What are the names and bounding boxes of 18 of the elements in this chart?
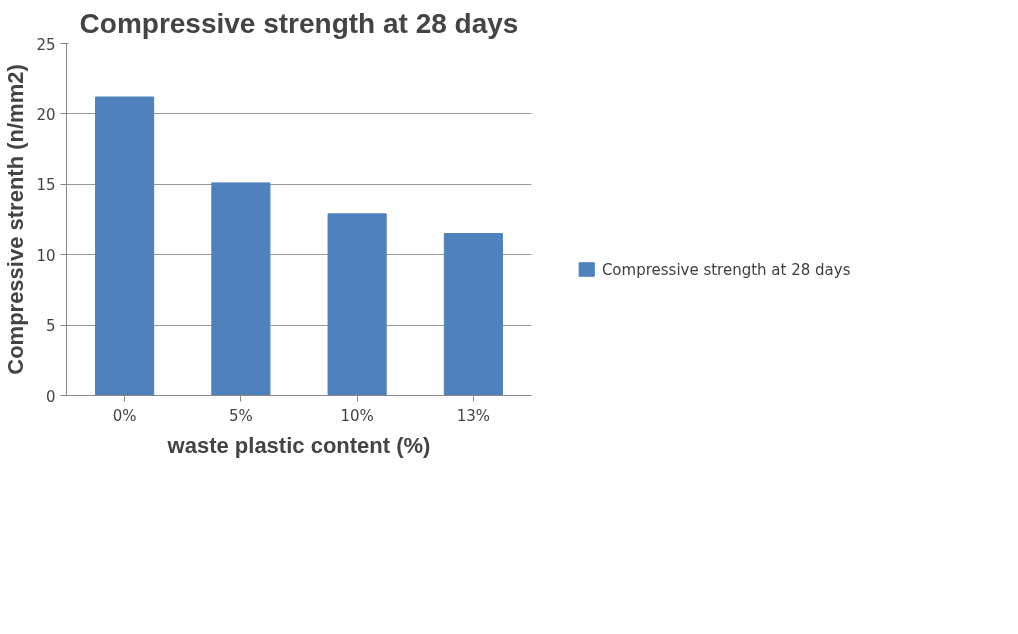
bar [327,213,387,396]
x-axis-title: waste plastic content (%) [166,432,431,458]
legend-label: Compressive strength at 28 days [601,260,851,279]
y-tick-label: 15 [36,176,56,195]
x-tick-label: 13% [456,406,491,425]
y-tick-label: 20 [36,105,56,124]
y-tick-label: 25 [36,35,56,54]
bar [443,233,503,396]
x-tick-label: 10% [340,406,374,425]
y-tick-label: 5 [45,317,56,336]
chart-title: Compressive strength at 28 days [79,7,519,39]
y-tick-label: 0 [45,387,56,406]
x-tick-label: 0% [112,406,137,425]
bar [211,182,271,396]
y-axis-title: Compressive strenth (n/mm2) [3,64,29,375]
y-tick-label: 10 [36,246,56,265]
bar [95,96,155,396]
x-tick-label: 5% [228,406,253,425]
